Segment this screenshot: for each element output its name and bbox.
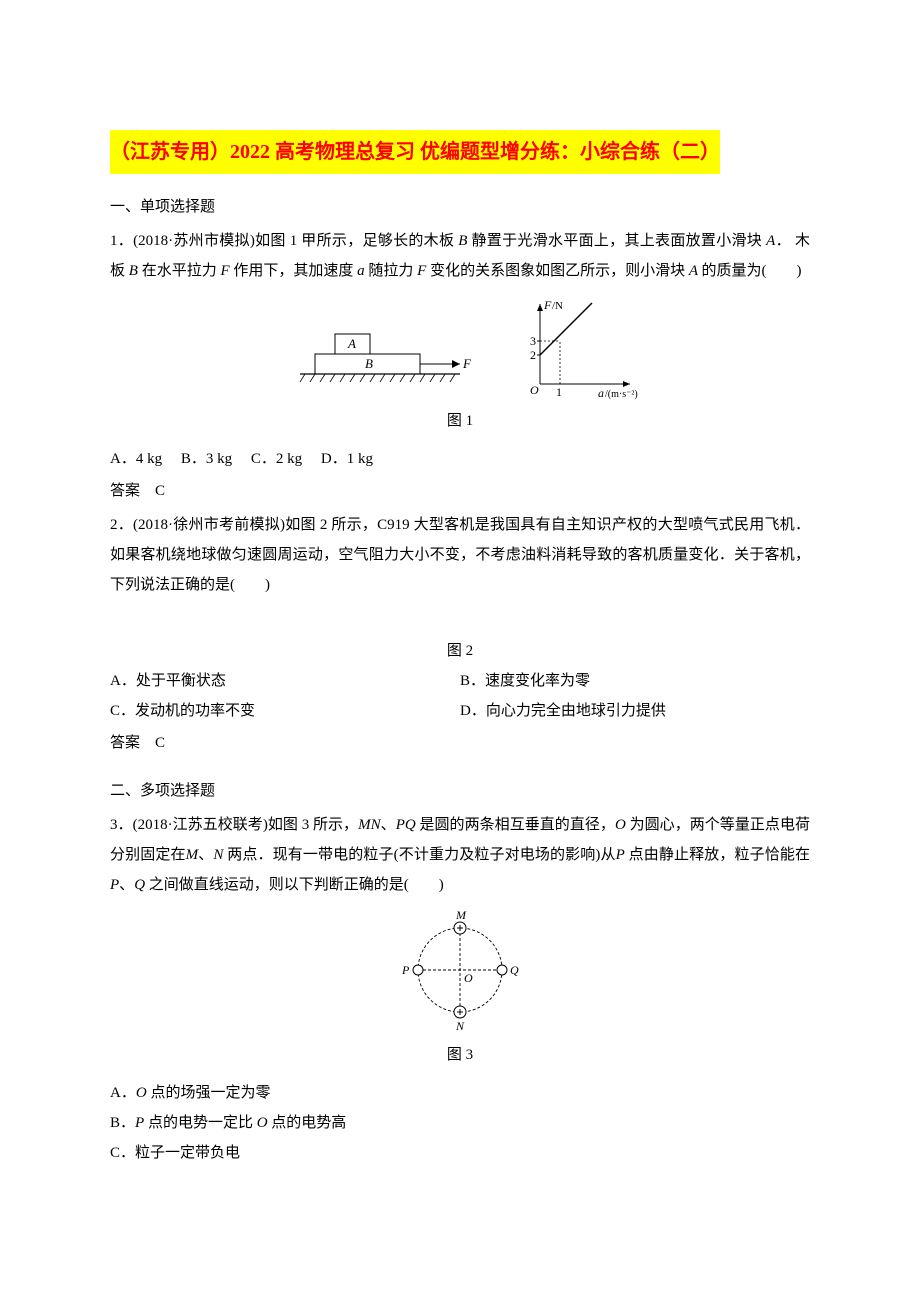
q3-sep2: 、 [198,847,213,863]
q1-options: A．4 kg B．3 kg C．2 kg D．1 kg [110,444,810,474]
q1-stem-mid5: 随拉力 [368,263,413,279]
q3-optb-o: O [257,1115,268,1131]
q1-opt-d: D．1 kg [321,451,373,467]
svg-text:1: 1 [556,385,562,399]
q3-opta-post: 点的场强一定为零 [150,1085,270,1101]
q3-n: N [213,847,223,863]
q1-letter-F1: F [220,263,233,279]
q3-m: M [186,847,199,863]
fig1-caption: 图 1 [110,406,810,436]
q3-opta-o: O [136,1085,147,1101]
q1-letter-a: a [357,263,368,279]
svg-text:N: N [455,1019,465,1033]
q3-opt-b: B．P 点的电势一定比 O 点的电势高 [110,1108,810,1138]
svg-text:2: 2 [530,348,536,362]
svg-text:F: F [462,356,472,371]
figure-2-block [110,608,810,628]
q3-opt-c: C．粒子一定带负电 [110,1138,810,1168]
svg-text:a: a [598,386,604,400]
q3-stem-pre: 3．(2018·江苏五校联考)如图 3 所示， [110,817,358,833]
q3-p1: P [616,847,625,863]
q1-stem-end: 的质量为( ) [702,263,802,279]
svg-text:P: P [401,963,410,977]
q2-opt-b: B．速度变化率为零 [460,666,810,696]
svg-text:B: B [365,356,373,371]
question-2: 2．(2018·徐州市考前模拟)如图 2 所示，C919 大型客机是我国具有自主… [110,510,810,600]
fig3-caption: 图 3 [110,1040,810,1070]
q3-mn: MN [358,817,381,833]
q3-stem-mid1: 是圆的两条相互垂直的直径， [419,817,614,833]
q1-letter-A1: A [766,233,775,249]
svg-text:F: F [543,298,552,312]
svg-text:A: A [347,336,356,351]
q3-pq: PQ [396,817,416,833]
q1-answer: 答案 C [110,476,810,506]
svg-text:Q: Q [510,963,519,977]
q3-optb-mid: 点的电势一定比 [148,1115,253,1131]
q1-opt-b: B．3 kg [181,451,232,467]
svg-text:/(m·s⁻²): /(m·s⁻²) [605,389,638,400]
q1-stem-mid3: 在水平拉力 [142,263,217,279]
figure-3-svg: O M N P Q [390,908,530,1038]
q3-optb-post: 点的电势高 [271,1115,346,1131]
q3-stem-mid5: 点由静止释放，粒子恰能在 [629,847,810,863]
q1-opt-a: A．4 kg [110,451,162,467]
q2-opt-a: A．处于平衡状态 [110,666,460,696]
q2-opt-c: C．发动机的功率不变 [110,696,460,726]
svg-text:3: 3 [530,334,536,348]
svg-text:O: O [464,971,473,985]
svg-text:M: M [455,908,467,922]
q1-letter-B2: B [129,263,142,279]
q1-letter-B1: B [458,233,471,249]
section2-header: 二、多项选择题 [110,776,810,806]
q2-opt-d: D．向心力完全由地球引力提供 [460,696,810,726]
q2-options-row2: C．发动机的功率不变 D．向心力完全由地球引力提供 [110,696,810,726]
question-3: 3．(2018·江苏五校联考)如图 3 所示，MN、PQ 是圆的两条相互垂直的直… [110,810,810,900]
q3-stem-mid6: 之间做直线运动，则以下判断正确的是( ) [149,877,444,893]
figure-1-svg: B A F F /N a /(m·s⁻²) O 2 3 1 [280,294,640,404]
q3-sep1: 、 [381,817,396,833]
figure-1-block: B A F F /N a /(m·s⁻²) O 2 3 1 [110,294,810,436]
q3-optb-pre: B． [110,1115,135,1131]
q3-stem-mid4: 两点．现有一带电的粒子(不计重力及粒子对电场的影响)从 [227,847,615,863]
q1-letter-F2: F [417,263,430,279]
q2-options-row1: A．处于平衡状态 B．速度变化率为零 [110,666,810,696]
page-title: （江苏专用）2022 高考物理总复习 优编题型增分练：小综合练（二） [110,130,810,174]
q3-q: Q [134,877,145,893]
svg-text:O: O [530,383,539,397]
q3-opt-a: A．O 点的场强一定为零 [110,1078,810,1108]
q3-opta-pre: A． [110,1085,136,1101]
figure-3-block: O M N P Q 图 3 [110,908,810,1070]
q3-o1: O [615,817,626,833]
q2-answer: 答案 C [110,728,810,758]
q1-letter-A2: A [689,263,702,279]
q1-stem-mid1: 静置于光滑水平面上，其上表面放置小滑块 [472,233,763,249]
q3-optb-p: P [135,1115,144,1131]
q1-stem-pre: 1．(2018·苏州市模拟)如图 1 甲所示，足够长的木板 [110,233,454,249]
q1-opt-c: C．2 kg [251,451,302,467]
fig2-caption: 图 2 [110,636,810,666]
question-1: 1．(2018·苏州市模拟)如图 1 甲所示，足够长的木板 B 静置于光滑水平面… [110,226,810,286]
q1-stem-mid6: 变化的关系图象如图乙所示，则小滑块 [430,263,685,279]
section1-header: 一、单项选择题 [110,192,810,222]
q3-p2: P [110,877,119,893]
q3-sep3: 、 [119,877,134,893]
q1-stem-mid4: 作用下，其加速度 [233,263,353,279]
svg-text:/N: /N [552,300,563,312]
title-text: （江苏专用）2022 高考物理总复习 优编题型增分练：小综合练（二） [110,130,720,174]
